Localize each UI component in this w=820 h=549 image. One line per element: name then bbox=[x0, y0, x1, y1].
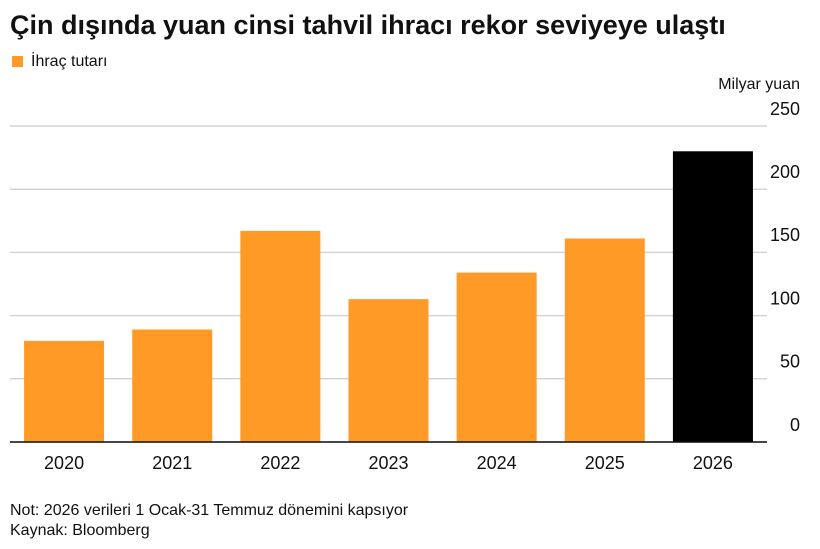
bar bbox=[564, 238, 645, 442]
x-tick-label: 2023 bbox=[368, 453, 408, 473]
chart-title: Çin dışında yuan cinsi tahvil ihracı rek… bbox=[10, 10, 726, 40]
bar bbox=[672, 151, 753, 442]
y-tick-label: 0 bbox=[790, 415, 800, 435]
source: Kaynak: Bloomberg bbox=[10, 522, 150, 539]
x-tick-label: 2025 bbox=[585, 453, 625, 473]
legend-swatch bbox=[12, 56, 23, 67]
bar bbox=[348, 299, 429, 442]
x-tick-label: 2022 bbox=[260, 453, 300, 473]
y-tick-label: 100 bbox=[770, 288, 800, 308]
x-tick-label: 2024 bbox=[477, 453, 517, 473]
x-tick-label: 2020 bbox=[44, 453, 84, 473]
y-tick-label: 150 bbox=[770, 225, 800, 245]
x-tick-label: 2021 bbox=[152, 453, 192, 473]
note: Not: 2026 verileri 1 Ocak-31 Temmuz döne… bbox=[10, 502, 409, 519]
x-tick-label: 2026 bbox=[693, 453, 733, 473]
bar bbox=[240, 230, 321, 442]
bar bbox=[456, 272, 537, 442]
legend-label: İhraç tutarı bbox=[31, 51, 107, 70]
y-tick-label: 200 bbox=[770, 162, 800, 182]
y-tick-label: 250 bbox=[770, 99, 800, 119]
bar bbox=[24, 340, 105, 442]
y-axis-label: Milyar yuan bbox=[718, 76, 800, 93]
bar bbox=[132, 329, 213, 442]
y-tick-label: 50 bbox=[780, 352, 800, 372]
